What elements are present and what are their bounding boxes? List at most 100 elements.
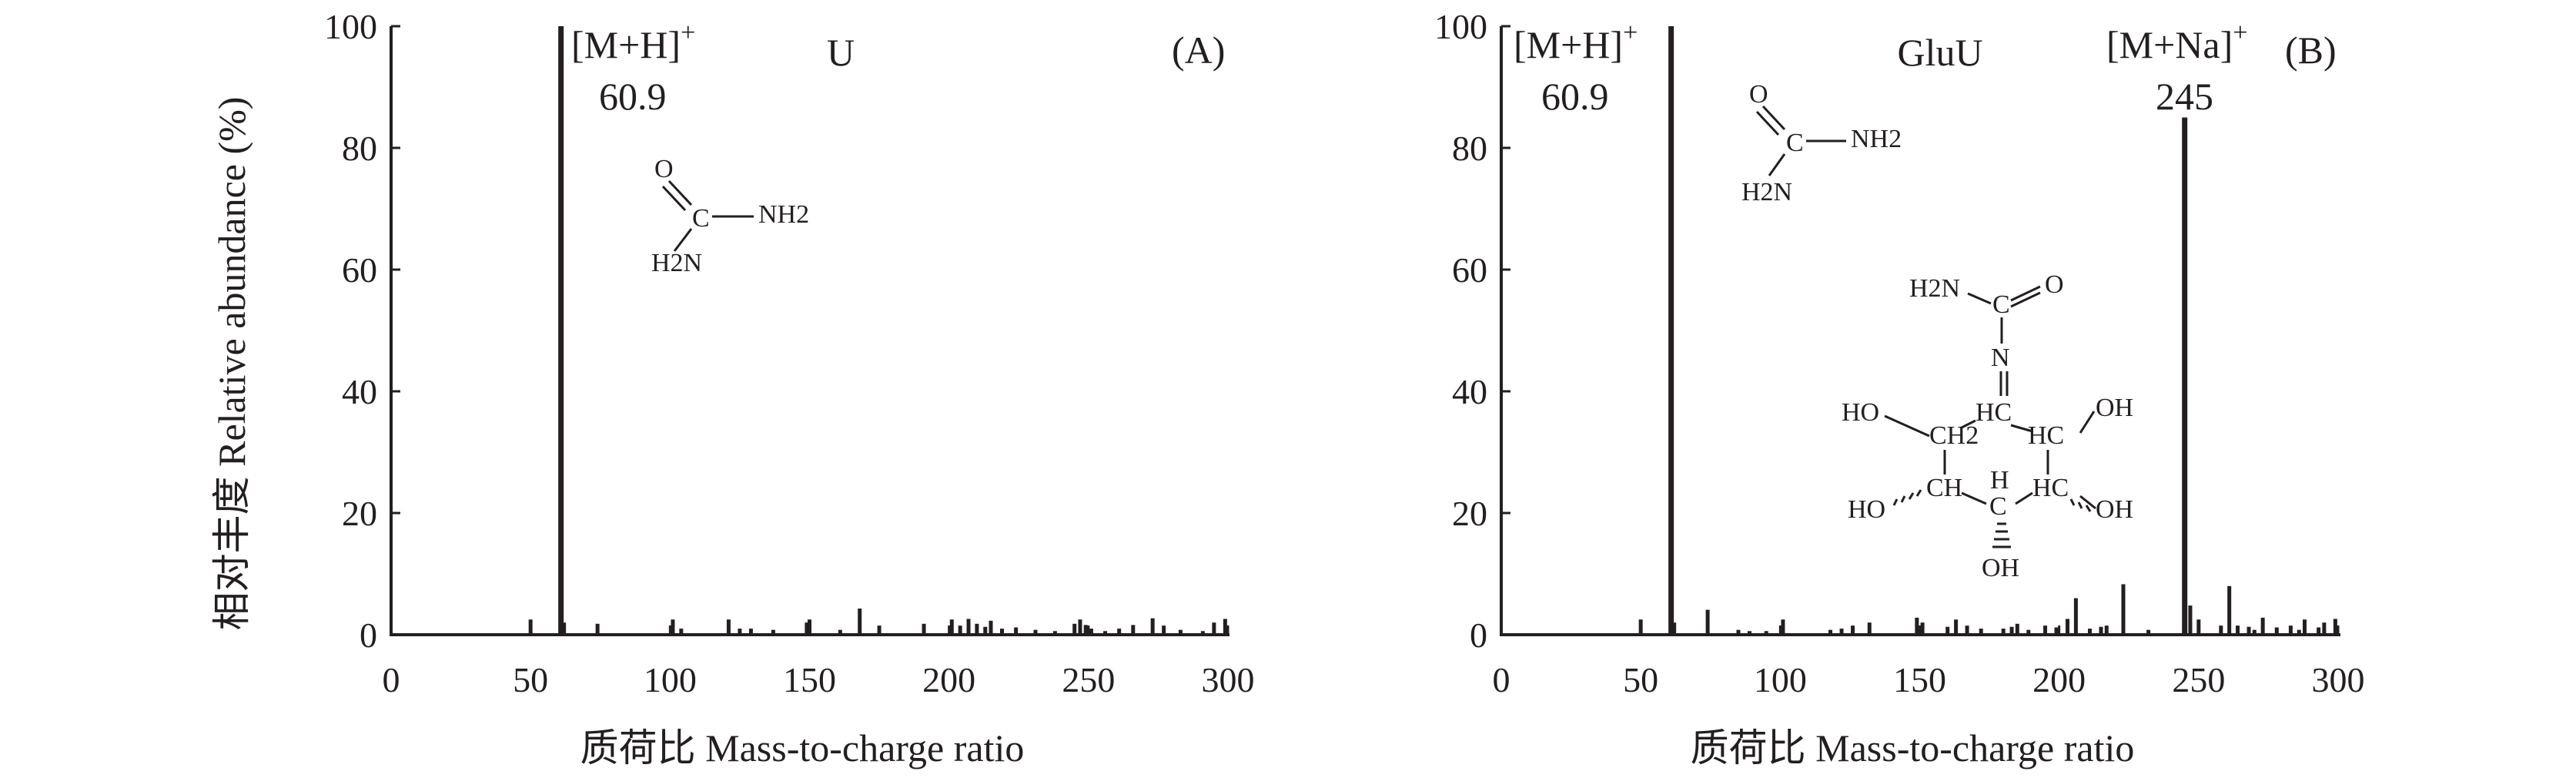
peak-b-45 — [2322, 622, 2327, 635]
peaks-b — [1638, 26, 2337, 635]
peak-b-12 — [1915, 617, 1919, 635]
atom-hc-g3: HC — [2032, 474, 2069, 502]
y-tick-label-b-3: 60 — [1452, 250, 1487, 290]
peak-b-9 — [1839, 629, 1844, 635]
peak-a-38 — [1223, 619, 1227, 635]
atom-ho-g2: HO — [1848, 495, 1885, 524]
peak-a-2 — [562, 622, 567, 635]
peak-a-11 — [808, 619, 811, 635]
peak-b-5 — [1747, 631, 1751, 635]
peak-b-20 — [2015, 623, 2019, 635]
peak-a-25 — [1052, 631, 1057, 635]
peak-a-17 — [958, 625, 962, 635]
peak-b-24 — [2066, 619, 2070, 635]
svg-text:[M+H]+: [M+H]+ — [571, 18, 695, 66]
peak-b-21 — [2026, 629, 2031, 635]
peak-b-33 — [2196, 619, 2201, 635]
y-tick-label-b-5: 100 — [1434, 7, 1487, 46]
peak-annotation-b-mna: [M+Na]+ 245 — [2106, 18, 2247, 118]
peak-a-36 — [1200, 631, 1205, 635]
peak-a-9 — [771, 629, 775, 635]
peak-a-14 — [877, 625, 882, 635]
peak-a-33 — [1150, 618, 1155, 635]
peak-a-0 — [528, 619, 533, 635]
peak-b-17 — [1979, 629, 1983, 635]
x-axis-title-a: 质荷比 Mass-to-charge ratio — [580, 726, 1025, 770]
peak-b-8 — [1828, 629, 1833, 635]
chart-panel-a: 0 20 40 60 80 100 0 50 100 150 200 250 300 质荷比 Mass… — [324, 7, 1255, 770]
urea-structure-b: O C NH2 H2N — [1741, 80, 1902, 206]
chart-panel-b: 0 20 40 60 80 100 0 50 100 150 200 250 300 质荷比 Mass… — [1434, 7, 2365, 770]
y-tick-label-a-5: 100 — [324, 7, 377, 46]
x-tick-label-a-6: 300 — [1202, 660, 1255, 699]
peak-a-4 — [671, 619, 675, 635]
svg-text:[M+H]+: [M+H]+ — [1514, 18, 1638, 66]
panel-label-a: (A) — [1172, 29, 1225, 72]
peak-b-30 — [2146, 629, 2151, 635]
peak-a-20 — [983, 626, 988, 635]
x-tick-label-b-0: 0 — [1493, 660, 1510, 699]
peak-b-16 — [1965, 625, 1969, 635]
peak-b-7 — [1781, 619, 1785, 635]
peak-a-26 — [1072, 623, 1077, 635]
x-tick-label-b-4: 200 — [2032, 660, 2086, 699]
peak-b-42 — [2297, 629, 2301, 635]
peak-b-43 — [2303, 619, 2307, 635]
y-tick-label-b-4: 80 — [1452, 129, 1487, 168]
y-tick-label-b-0: 0 — [1470, 615, 1487, 655]
peak-b-25 — [2073, 598, 2078, 635]
peak-b-1 — [1668, 26, 1674, 635]
peak-a-31 — [1117, 629, 1122, 635]
peak-b-28 — [2104, 625, 2109, 635]
atom-oh-g3: OH — [1982, 554, 2019, 582]
atom-h2n-a: H2N — [651, 249, 702, 277]
peak-a-19 — [975, 623, 979, 635]
peaks-a — [528, 26, 1227, 635]
peak-b-4 — [1736, 629, 1741, 635]
atom-c-b: C — [1786, 129, 1804, 157]
peak-a-28 — [1083, 625, 1088, 635]
peak-a-24 — [1033, 629, 1038, 635]
x-tick-label-a-4: 200 — [922, 660, 975, 699]
peak-b-34 — [2219, 625, 2223, 635]
atom-nh2-a: NH2 — [758, 200, 809, 229]
peak-b-22 — [2043, 625, 2048, 635]
annotation-charge-a-mh: + — [681, 18, 695, 47]
atom-c-a: C — [692, 204, 710, 233]
peak-b-18 — [2001, 629, 2006, 635]
annotation-mz-b-mh: 60.9 — [1541, 75, 1609, 118]
atom-oh-g2: OH — [2096, 495, 2133, 524]
atom-h2n-g: H2N — [1909, 274, 1960, 303]
atom-ch-g: CH — [1926, 474, 1962, 502]
annotation-charge-b-mh: + — [1623, 18, 1638, 47]
atom-o-g: O — [2045, 270, 2064, 299]
atom-o-a: O — [654, 155, 674, 183]
peak-b-38 — [2252, 629, 2257, 635]
peak-b-6 — [1764, 631, 1768, 635]
urea-structure-a: O C NH2 H2N — [651, 155, 809, 277]
x-tick-label-b-1: 50 — [1623, 660, 1658, 699]
x-tick-label-b-3: 150 — [1893, 660, 1946, 699]
compound-label-b: GluU — [1897, 31, 1982, 74]
peak-b-32 — [2188, 605, 2193, 635]
peak-a-32 — [1131, 625, 1136, 635]
compound-label-a: U — [827, 31, 855, 74]
peak-a-23 — [1014, 627, 1019, 635]
peak-a-1 — [558, 26, 564, 635]
peak-b-40 — [2274, 627, 2279, 635]
atom-ch2-g: CH2 — [1929, 421, 1979, 450]
y-tick-label-b-2: 40 — [1452, 372, 1487, 411]
atom-c-g: C — [1992, 290, 2010, 319]
peak-b-10 — [1851, 625, 1855, 635]
y-tick-label-a-3: 60 — [342, 250, 377, 290]
atom-ho-g1: HO — [1842, 398, 1879, 427]
peak-b-0 — [1638, 619, 1643, 635]
atom-hc-g2: HC — [2028, 421, 2064, 450]
atom-h-g: H — [1990, 466, 2009, 495]
peak-a-6 — [726, 619, 731, 635]
atom-h2n-b: H2N — [1741, 178, 1792, 206]
peak-a-37 — [1212, 622, 1216, 635]
y-tick-label-b-1: 20 — [1452, 494, 1487, 533]
hashed-wedge-bonds — [1892, 489, 2092, 548]
